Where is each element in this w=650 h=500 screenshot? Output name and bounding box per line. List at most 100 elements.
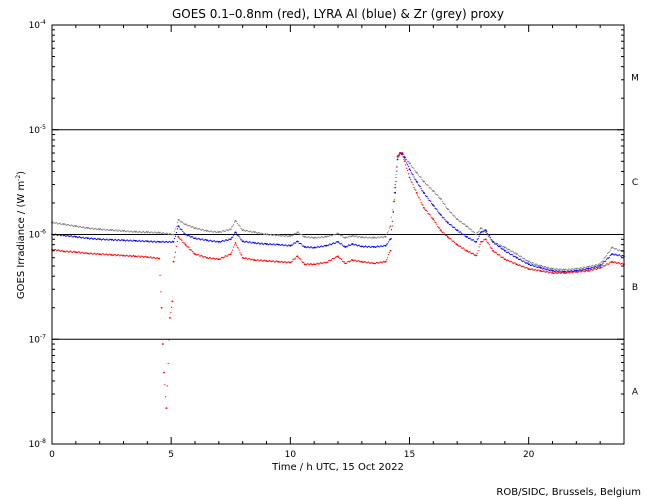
trace-dot [377, 262, 379, 264]
trace-dot [518, 264, 521, 266]
trace-dot [489, 236, 491, 239]
trace-dot [424, 209, 427, 211]
trace-dot [577, 271, 579, 273]
trace-dot [245, 229, 247, 232]
trace-dot [304, 246, 307, 248]
trace-dot [292, 243, 294, 245]
trace-dot [615, 248, 617, 250]
trace-dot [127, 239, 129, 242]
trace-dot [309, 247, 311, 249]
trace-dot [336, 232, 338, 234]
trace-dot [57, 249, 60, 251]
trace-dot [275, 244, 277, 246]
trace-dot [561, 272, 563, 274]
trace-dot [306, 246, 308, 248]
trace-dot [594, 268, 596, 270]
trace-dot [227, 254, 229, 256]
trace-dot [119, 255, 121, 257]
trace-dot [499, 255, 501, 257]
y-tick-label-exp: -8 [40, 438, 46, 445]
trace-dot [96, 238, 98, 241]
trace-dot [222, 230, 225, 232]
trace-dot [363, 261, 365, 264]
trace-dot [71, 251, 73, 254]
trace-dot [237, 235, 239, 237]
trace-dot [418, 197, 420, 199]
trace-dot [438, 197, 441, 199]
trace-dot [546, 268, 548, 270]
trace-dot [141, 240, 143, 242]
trace-dot [302, 245, 304, 247]
trace-dot [263, 243, 265, 245]
trace-dot [524, 261, 526, 264]
trace-dot [520, 259, 522, 261]
trace-dot [384, 244, 386, 247]
trace-dot [545, 271, 547, 273]
trace-dot [127, 230, 129, 232]
trace-dot [278, 234, 280, 236]
trace-dot [616, 262, 619, 264]
trace-dot [579, 268, 581, 271]
trace-dot [585, 266, 588, 268]
trace-dot [259, 260, 261, 262]
trace-dot [241, 254, 243, 256]
trace-dot [558, 270, 560, 272]
trace-dot [213, 240, 215, 242]
trace-dot [102, 228, 104, 230]
trace-dot [339, 257, 341, 260]
trace-dot [503, 249, 505, 251]
trace-dot [338, 232, 340, 235]
trace-dot [433, 190, 435, 192]
trace-dot [379, 245, 381, 247]
trace-dot [538, 266, 540, 268]
trace-dot [366, 262, 368, 264]
trace-dot [281, 234, 283, 236]
trace-dot [324, 235, 326, 237]
trace-dot [121, 239, 123, 241]
trace-dot [137, 231, 139, 234]
trace-dot [612, 261, 614, 263]
trace-dot [416, 172, 419, 174]
trace-dot [495, 251, 497, 253]
trace-dot [114, 229, 116, 231]
trace-dot [605, 255, 608, 257]
trace-dot [440, 198, 442, 200]
trace-dot [168, 240, 170, 243]
trace-dot [220, 231, 222, 233]
trace-dot [595, 268, 598, 271]
trace-dot [388, 239, 391, 241]
trace-dot [303, 245, 305, 247]
trace-dot [600, 267, 602, 269]
trace-dot [534, 265, 536, 267]
trace-dot [496, 253, 499, 256]
axis-ticks [51, 25, 625, 445]
trace-dot [362, 236, 364, 238]
trace-dot [447, 222, 450, 224]
trace-dot [436, 208, 438, 210]
trace-dot [356, 235, 358, 237]
trace-dot [605, 264, 607, 266]
trace-dot [424, 195, 427, 197]
trace-dot [153, 256, 155, 258]
trace-dot [415, 171, 417, 173]
trace-dot [414, 188, 416, 190]
trace-dot [144, 255, 147, 257]
trace-dot [190, 226, 193, 228]
trace-dot [286, 262, 288, 264]
trace-dot [200, 229, 203, 231]
trace-dot [375, 261, 378, 264]
trace-dot [167, 233, 169, 236]
trace-dot [484, 229, 486, 231]
trace-dot [131, 230, 133, 232]
trace-dot [346, 262, 348, 264]
trace-dot [193, 252, 195, 254]
trace-dot [519, 258, 522, 260]
y-tick-label-4: 10-8 [29, 438, 47, 450]
trace-dot [511, 261, 513, 263]
trace-dot [84, 252, 86, 254]
trace-dot [543, 265, 545, 268]
data-point [172, 260, 175, 263]
trace-dot [451, 225, 453, 227]
trace-dot [592, 269, 594, 271]
trace-dot [498, 244, 500, 246]
